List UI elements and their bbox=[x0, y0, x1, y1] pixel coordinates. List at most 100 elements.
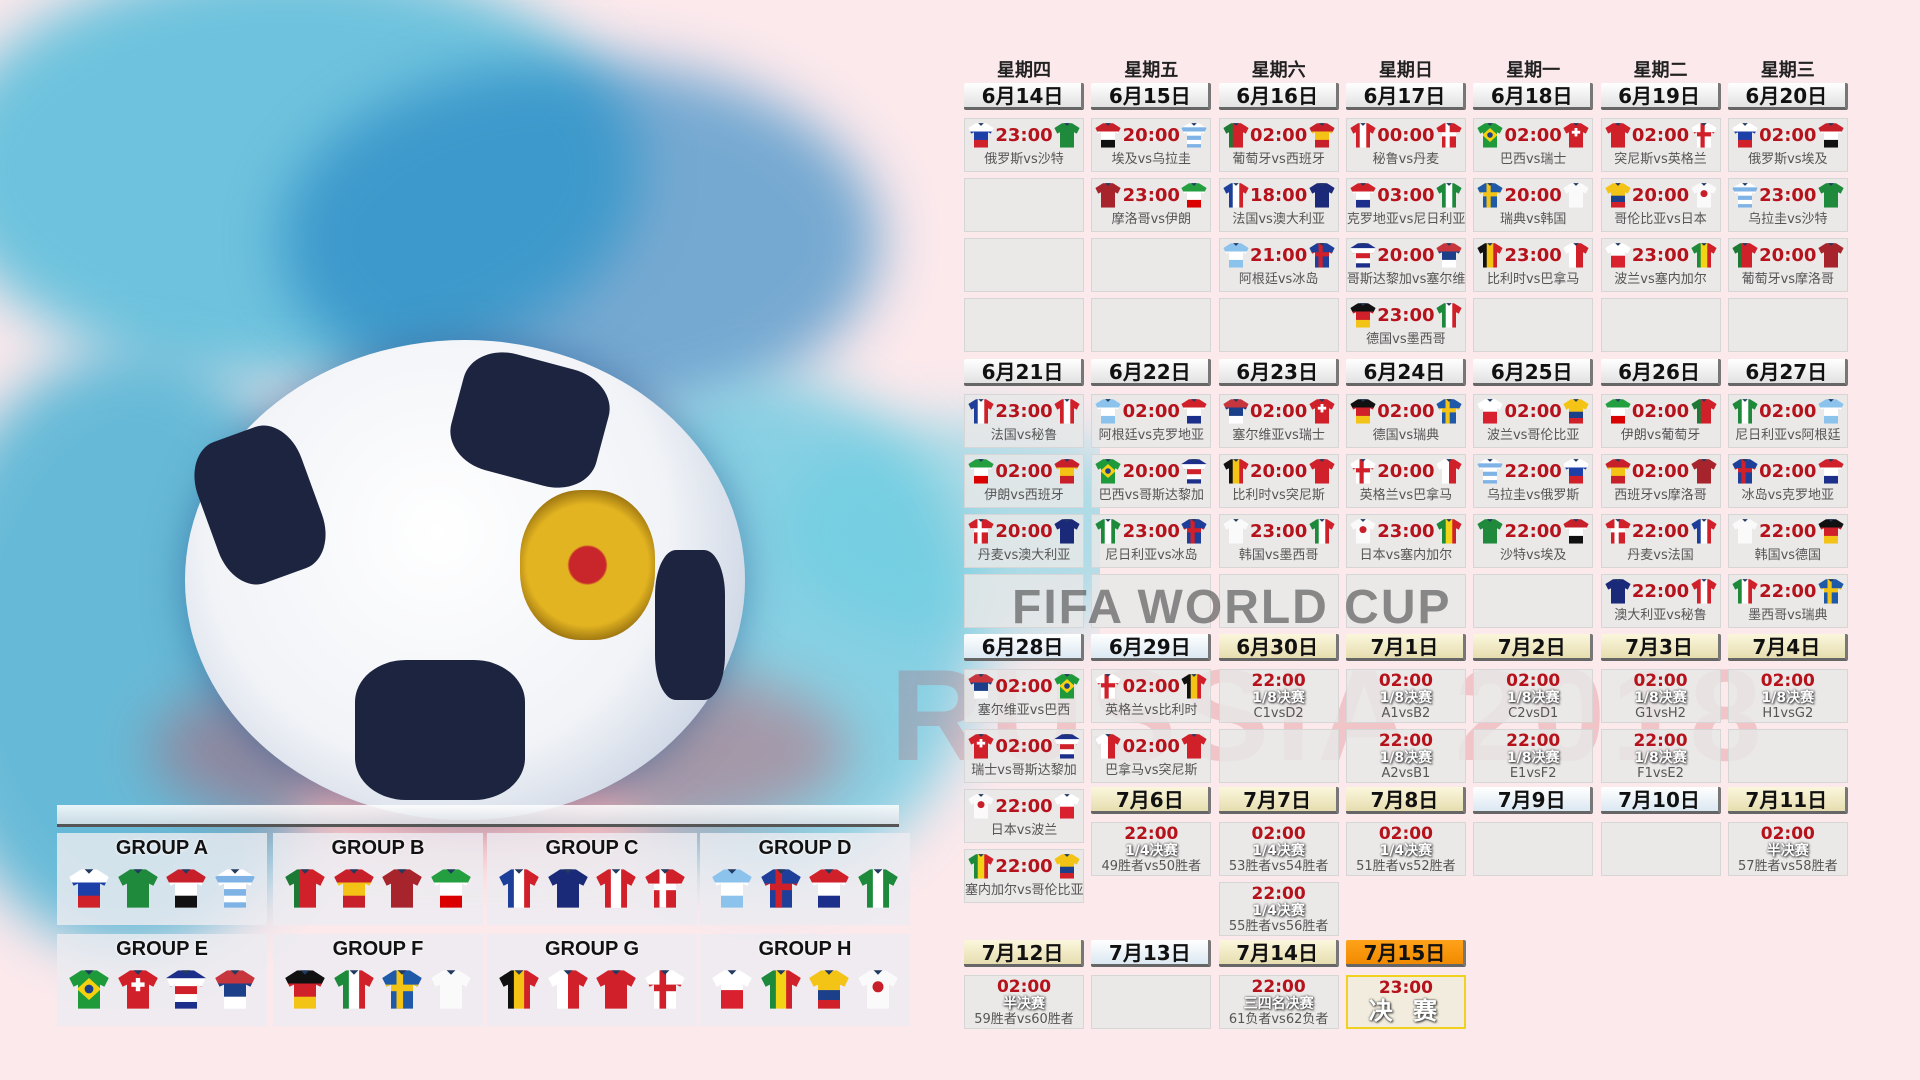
match-cell[interactable]: 22:00 丹麦vs法国 bbox=[1600, 514, 1721, 568]
match-cell[interactable]: 23:00 德国vs墨西哥 bbox=[1345, 298, 1466, 352]
match-cell[interactable]: 02:00 冰岛vs克罗地亚 bbox=[1727, 454, 1848, 508]
match-cell[interactable]: 22:00 沙特vs埃及 bbox=[1473, 514, 1594, 568]
match-time: 18:00 bbox=[1249, 184, 1308, 206]
brazil-jersey-icon bbox=[1095, 459, 1121, 484]
match-time: 22:00 bbox=[1633, 731, 1688, 751]
match-teams: 俄罗斯vs埃及 bbox=[1748, 152, 1828, 167]
match-stage: 1/8决赛 bbox=[1379, 750, 1433, 766]
knockout-match-cell[interactable]: 02:00 半决赛 59胜者vs60胜者 bbox=[964, 975, 1084, 1029]
match-cell[interactable]: 02:00 西班牙vs摩洛哥 bbox=[1600, 454, 1721, 508]
match-cell[interactable]: 23:00 尼日利亚vs冰岛 bbox=[1091, 514, 1212, 568]
knockout-match-cell[interactable]: 22:00 1/8决赛 C1vsD2 bbox=[1218, 669, 1339, 723]
match-cell[interactable]: 23:00 韩国vs墨西哥 bbox=[1218, 514, 1339, 568]
match-time: 02:00 bbox=[1122, 400, 1180, 422]
match-cell[interactable]: 20:00 巴西vs哥斯达黎加 bbox=[1091, 454, 1212, 508]
knockout-match-cell[interactable]: 22:00 1/4决赛 49胜者vs50胜者 bbox=[1091, 822, 1212, 876]
knockout-match-cell[interactable]: 02:00 1/8决赛 A1vsB2 bbox=[1345, 669, 1466, 723]
match-cell[interactable]: 23:00 波兰vs塞内加尔 bbox=[1600, 238, 1721, 292]
match-cell[interactable]: 23:00 俄罗斯vs沙特 bbox=[964, 118, 1084, 172]
match-cell[interactable]: 02:00 尼日利亚vs阿根廷 bbox=[1727, 394, 1848, 448]
match-time: 02:00 bbox=[1249, 124, 1308, 146]
match-cell[interactable]: 22:00 墨西哥vs瑞典 bbox=[1727, 574, 1848, 628]
match-cell[interactable]: 02:00 阿根廷vs克罗地亚 bbox=[1091, 394, 1212, 448]
knockout-match-cell[interactable]: 02:00 1/8决赛 C2vsD1 bbox=[1473, 669, 1594, 723]
weekday-header: 星期三 bbox=[1760, 60, 1815, 81]
match-cell[interactable]: 02:00 德国vs瑞典 bbox=[1345, 394, 1466, 448]
match-cell[interactable]: 22:00 乌拉圭vs俄罗斯 bbox=[1473, 454, 1594, 508]
match-cell[interactable]: 22:00 日本vs波兰 bbox=[964, 789, 1084, 843]
group-card: GROUP C bbox=[487, 833, 697, 925]
match-cell[interactable]: 02:00 葡萄牙vs西班牙 bbox=[1218, 118, 1339, 172]
costarica-jersey-icon bbox=[1350, 243, 1376, 268]
knockout-match-cell[interactable]: 02:00 1/4决赛 51胜者vs52胜者 bbox=[1345, 822, 1466, 876]
match-cell[interactable]: 23:00 乌拉圭vs沙特 bbox=[1727, 178, 1848, 232]
match-cell[interactable]: 02:00 俄罗斯vs埃及 bbox=[1727, 118, 1848, 172]
match-time: 02:00 bbox=[1760, 671, 1815, 691]
brazil-jersey-icon bbox=[1054, 674, 1080, 699]
match-cell[interactable]: 22:00 塞内加尔vs哥伦比亚 bbox=[964, 849, 1084, 903]
match-cell[interactable]: 02:00 巴拿马vs突尼斯 bbox=[1091, 729, 1212, 783]
match-pairing: 59胜者vs60胜者 bbox=[974, 1012, 1074, 1027]
match-cell[interactable]: 20:00 哥伦比亚vs日本 bbox=[1600, 178, 1721, 232]
match-cell[interactable]: 02:00 英格兰vs比利时 bbox=[1091, 669, 1212, 723]
croatia-jersey-icon bbox=[1818, 459, 1844, 484]
match-cell[interactable]: 02:00 瑞士vs哥斯达黎加 bbox=[964, 729, 1084, 783]
knockout-match-cell[interactable]: 22:00 1/8决赛 A2vsB1 bbox=[1345, 729, 1466, 783]
match-teams: 瑞士vs哥斯达黎加 bbox=[971, 763, 1077, 778]
match-cell[interactable]: 02:00 塞尔维亚vs巴西 bbox=[964, 669, 1084, 723]
match-cell[interactable]: 20:00 丹麦vs澳大利亚 bbox=[964, 514, 1084, 568]
group-name: GROUP A bbox=[115, 837, 209, 859]
match-cell[interactable]: 23:00 比利时vs巴拿马 bbox=[1473, 238, 1594, 292]
knockout-match-cell[interactable]: 02:00 1/8决赛 H1vsG2 bbox=[1727, 669, 1848, 723]
match-cell[interactable]: 21:00 阿根廷vs冰岛 bbox=[1218, 238, 1339, 292]
portugal-jersey-icon bbox=[1222, 123, 1249, 148]
match-cell[interactable]: 20:00 瑞典vs韩国 bbox=[1473, 178, 1594, 232]
match-cell[interactable]: 20:00 埃及vs乌拉圭 bbox=[1091, 118, 1212, 172]
match-cell[interactable]: 20:00 比利时vs突尼斯 bbox=[1218, 454, 1339, 508]
knockout-match-cell[interactable]: 22:00 1/8决赛 F1vsE2 bbox=[1600, 729, 1721, 783]
match-pairing: G1vsH2 bbox=[1635, 706, 1686, 721]
brazil-jersey-icon bbox=[1477, 123, 1503, 148]
match-cell[interactable]: 02:00 突尼斯vs英格兰 bbox=[1600, 118, 1721, 172]
final-match-cell[interactable]: 23:00 决 赛 bbox=[1345, 975, 1466, 1029]
knockout-match-cell[interactable]: 02:00 1/8决赛 G1vsH2 bbox=[1600, 669, 1721, 723]
match-teams: 丹麦vs法国 bbox=[1627, 548, 1694, 563]
knockout-match-cell[interactable]: 22:00 三四名决赛 61负者vs62负者 bbox=[1218, 975, 1339, 1029]
match-teams: 塞尔维亚vs巴西 bbox=[977, 703, 1071, 718]
match-cell[interactable]: 22:00 韩国vs德国 bbox=[1727, 514, 1848, 568]
match-cell[interactable]: 20:00 哥斯达黎加vs塞尔维亚 bbox=[1345, 238, 1466, 292]
match-cell[interactable]: 23:00 法国vs秘鲁 bbox=[964, 394, 1084, 448]
knockout-match-cell[interactable]: 22:00 1/8决赛 E1vsF2 bbox=[1473, 729, 1594, 783]
match-cell[interactable]: 20:00 英格兰vs巴拿马 bbox=[1345, 454, 1466, 508]
date-header: 6月29日 bbox=[1091, 634, 1212, 661]
match-cell[interactable]: 22:00 澳大利亚vs秘鲁 bbox=[1600, 574, 1721, 628]
match-cell[interactable]: 20:00 葡萄牙vs摩洛哥 bbox=[1727, 238, 1848, 292]
knockout-match-cell[interactable]: 22:00 1/4决赛 55胜者vs56胜者 bbox=[1218, 882, 1339, 936]
match-cell[interactable]: 23:00 摩洛哥vs伊朗 bbox=[1091, 178, 1212, 232]
match-pairing: 57胜者vs58胜者 bbox=[1738, 859, 1838, 874]
uruguay-jersey-icon bbox=[214, 869, 255, 908]
colombia-jersey-icon bbox=[809, 970, 850, 1009]
match-cell[interactable]: 02:00 波兰vs哥伦比亚 bbox=[1473, 394, 1594, 448]
match-cell[interactable]: 02:00 伊朗vs葡萄牙 bbox=[1600, 394, 1721, 448]
match-cell[interactable]: 02:00 巴西vs瑞士 bbox=[1473, 118, 1594, 172]
saudi-jersey-icon bbox=[1818, 183, 1844, 208]
match-cell[interactable]: 03:00 克罗地亚vs尼日利亚 bbox=[1345, 178, 1466, 232]
empty-match-slot bbox=[1727, 298, 1848, 352]
match-cell[interactable]: 02:00 伊朗vs西班牙 bbox=[964, 454, 1084, 508]
knockout-match-cell[interactable]: 02:00 1/4决赛 53胜者vs54胜者 bbox=[1218, 822, 1339, 876]
match-teams: 乌拉圭vs俄罗斯 bbox=[1486, 488, 1580, 503]
group-name: GROUP C bbox=[545, 837, 639, 859]
match-cell[interactable]: 23:00 日本vs塞内加尔 bbox=[1345, 514, 1466, 568]
match-cell[interactable]: 00:00 秘鲁vs丹麦 bbox=[1345, 118, 1466, 172]
date-header: 7月7日 bbox=[1218, 787, 1339, 814]
match-time: 20:00 bbox=[1122, 460, 1180, 482]
match-cell[interactable]: 02:00 塞尔维亚vs瑞士 bbox=[1218, 394, 1339, 448]
australia-jersey-icon bbox=[1604, 579, 1631, 604]
egypt-jersey-icon bbox=[1563, 519, 1589, 544]
knockout-match-cell[interactable]: 02:00 半决赛 57胜者vs58胜者 bbox=[1727, 822, 1848, 876]
match-stage: 1/4决赛 bbox=[1252, 843, 1305, 859]
match-stage: 1/8决赛 bbox=[1506, 750, 1560, 766]
empty-match-slot bbox=[964, 298, 1084, 352]
match-cell[interactable]: 18:00 法国vs澳大利亚 bbox=[1218, 178, 1339, 232]
